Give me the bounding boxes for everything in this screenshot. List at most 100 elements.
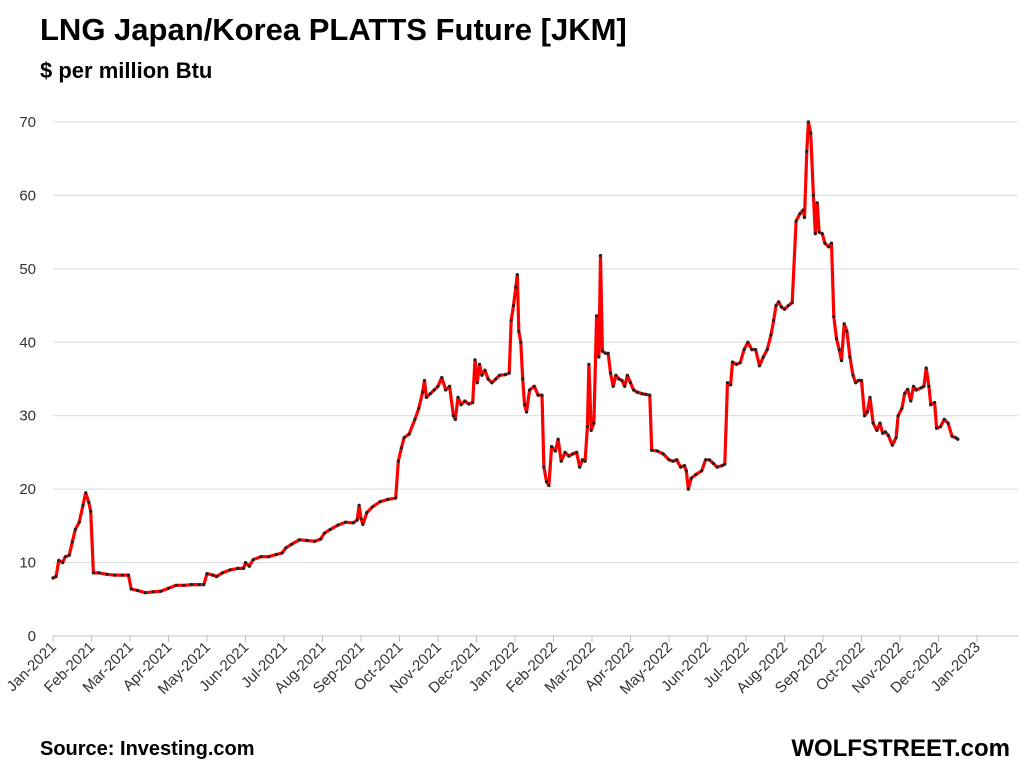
data-point: [738, 361, 742, 365]
data-point: [556, 437, 560, 441]
data-point: [817, 230, 821, 234]
data-point: [251, 558, 255, 562]
data-point: [129, 587, 133, 591]
data-point: [494, 377, 498, 381]
data-point: [511, 304, 516, 308]
data-point: [667, 458, 671, 462]
data-point: [498, 373, 502, 377]
data-point: [589, 428, 593, 432]
data-point: [202, 583, 206, 587]
data-point: [682, 464, 687, 468]
data-point: [786, 304, 791, 308]
data-point: [790, 301, 794, 305]
data-point: [553, 449, 558, 453]
data-point: [578, 465, 582, 469]
data-point: [707, 458, 712, 462]
data-point: [402, 436, 406, 440]
data-point: [365, 510, 369, 515]
data-point: [478, 362, 482, 366]
data-point: [448, 384, 452, 388]
y-tick-label: 50: [19, 261, 36, 278]
data-point: [644, 392, 648, 396]
y-tick-label: 60: [19, 187, 36, 204]
data-point: [903, 392, 907, 396]
data-point: [517, 329, 521, 333]
data-point: [777, 300, 781, 304]
data-point: [750, 348, 754, 352]
data-point: [689, 476, 693, 480]
data-point: [906, 387, 910, 391]
data-point: [483, 368, 487, 372]
data-point: [597, 355, 601, 359]
data-point: [459, 403, 463, 407]
y-tick-label: 10: [19, 555, 36, 572]
data-point: [900, 406, 904, 410]
data-point: [475, 381, 479, 385]
data-point: [871, 421, 875, 425]
data-point: [87, 500, 91, 504]
data-point: [935, 426, 939, 430]
data-point: [51, 576, 55, 580]
data-point: [863, 414, 867, 418]
data-point: [514, 285, 518, 289]
gridlines: [53, 121, 1018, 564]
data-point: [84, 491, 88, 495]
data-point: [587, 362, 591, 366]
data-point: [720, 464, 724, 468]
data-point: [655, 449, 660, 453]
data-point: [143, 591, 147, 595]
data-point: [635, 390, 640, 394]
data-point: [328, 527, 332, 532]
data-point: [267, 555, 271, 559]
data-point: [886, 433, 891, 438]
data-point: [896, 414, 900, 418]
data-point: [422, 378, 427, 383]
data-point: [774, 304, 778, 308]
data-point: [542, 465, 546, 469]
y-tick-label: 40: [19, 334, 36, 351]
data-point: [182, 583, 186, 587]
data-point: [856, 378, 861, 383]
data-point: [436, 384, 440, 388]
y-tick-label: 70: [19, 114, 36, 131]
data-point: [394, 496, 398, 500]
data-point: [942, 417, 946, 421]
data-point: [946, 421, 950, 425]
data-point: [351, 521, 355, 525]
data-point: [417, 406, 421, 410]
data-point: [890, 443, 894, 447]
data-point: [809, 131, 813, 135]
data-point: [509, 318, 513, 322]
data-point: [801, 208, 805, 212]
data-point: [798, 212, 802, 216]
data-point: [91, 571, 95, 575]
data-point: [837, 348, 841, 352]
data-point: [490, 381, 494, 385]
data-point: [600, 349, 605, 353]
data-point: [120, 573, 124, 577]
data-point: [57, 558, 61, 563]
data-point: [371, 505, 375, 509]
data-point: [524, 410, 529, 414]
data-point: [608, 371, 613, 375]
data-point: [832, 315, 836, 319]
data-point: [617, 377, 621, 381]
data-point: [632, 388, 636, 392]
data-point: [823, 241, 827, 245]
data-point: [878, 421, 882, 425]
data-point: [151, 590, 155, 594]
data-point: [81, 503, 85, 507]
data-point: [70, 540, 74, 544]
data-point: [839, 359, 844, 363]
data-point: [729, 383, 733, 387]
data-point: [242, 566, 246, 571]
data-point: [523, 403, 527, 407]
data-point: [407, 432, 411, 436]
data-point: [473, 358, 477, 362]
data-point: [725, 381, 730, 385]
data-point: [851, 373, 855, 377]
data-point: [228, 568, 232, 572]
data-point: [322, 531, 326, 535]
data-point: [754, 348, 758, 352]
data-point: [319, 537, 323, 541]
